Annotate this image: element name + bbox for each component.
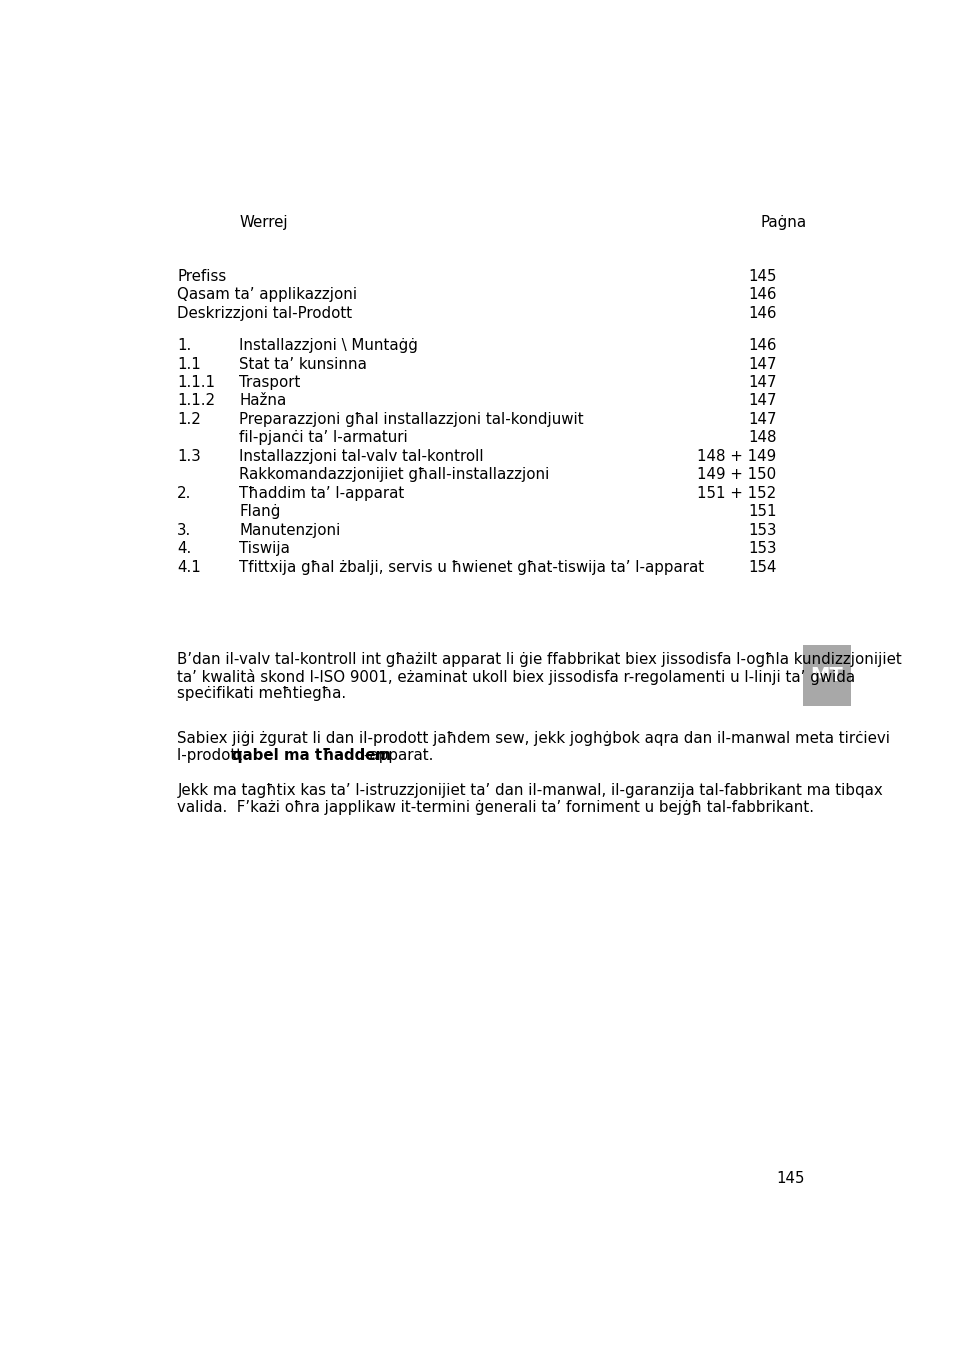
Text: 3.: 3. [177,523,192,538]
Text: Installazzjoni tal-valv tal-kontroll: Installazzjoni tal-valv tal-kontroll [239,450,483,464]
Text: Manutenzjoni: Manutenzjoni [239,523,340,538]
Bar [802,645,850,705]
Text: 146: 146 [747,287,776,302]
Text: B’dan il-valv tal-kontroll int għażilt apparat li ġie ffabbrikat biex jissodisfa: B’dan il-valv tal-kontroll int għażilt a… [177,653,902,668]
Text: Trasport: Trasport [239,375,300,390]
Text: l-apparat.: l-apparat. [355,747,433,762]
Text: Tħaddim ta’ l-apparat: Tħaddim ta’ l-apparat [239,486,404,501]
Text: 145: 145 [747,268,776,284]
Text: Preparazzjoni għal installazzjoni tal-kondjuwit: Preparazzjoni għal installazzjoni tal-ko… [239,412,583,427]
Text: Deskrizzjoni tal-Prodott: Deskrizzjoni tal-Prodott [177,306,352,321]
Text: Werrej: Werrej [239,215,288,230]
Text: speċifikati meħtiegħa.: speċifikati meħtiegħa. [177,686,346,701]
Text: MT: MT [810,666,842,685]
Text: 147: 147 [747,412,776,427]
Text: 2.: 2. [177,486,192,501]
Text: Sabiex jiġi żgurat li dan il-prodott jaħdem sew, jekk joghġbok aqra dan il-manwa: Sabiex jiġi żgurat li dan il-prodott jaħ… [177,731,889,746]
Text: 1.1.2: 1.1.2 [177,394,215,409]
Text: 145: 145 [776,1171,804,1186]
Text: Tiswija: Tiswija [239,542,290,556]
Text: Rakkomandazzjonijiet għall-installazzjoni: Rakkomandazzjonijiet għall-installazzjon… [239,467,549,482]
Text: 148: 148 [747,431,776,445]
Text: valida.  F’każi oħra japplikaw it-termini ġenerali ta’ forniment u bejġħ tal-fab: valida. F’każi oħra japplikaw it-termini… [177,800,814,815]
Text: 1.2: 1.2 [177,412,201,427]
Text: l-prodott: l-prodott [177,747,247,762]
Text: 147: 147 [747,394,776,409]
Text: 151 + 152: 151 + 152 [697,486,776,501]
Text: 147: 147 [747,356,776,371]
Text: Paġna: Paġna [760,215,806,230]
Text: Jekk ma tagħtix kas ta’ l-istruzzjonijiet ta’ dan il-manwal, il-garanzija tal-fa: Jekk ma tagħtix kas ta’ l-istruzzjonijie… [177,783,882,798]
Text: 1.3: 1.3 [177,450,201,464]
Text: Prefiss: Prefiss [177,268,227,284]
Text: 149 + 150: 149 + 150 [697,467,776,482]
Text: 153: 153 [747,542,776,556]
Text: Hažna: Hažna [239,394,286,409]
Text: 146: 146 [747,338,776,353]
Text: Flanġ: Flanġ [239,504,280,520]
Text: 1.1: 1.1 [177,356,201,371]
Text: 153: 153 [747,523,776,538]
Text: 1.: 1. [177,338,192,353]
Text: Stat ta’ kunsinna: Stat ta’ kunsinna [239,356,367,371]
Text: 146: 146 [747,306,776,321]
Text: 154: 154 [747,559,776,575]
Text: Installazzjoni \ Muntaġġ: Installazzjoni \ Muntaġġ [239,338,417,353]
Text: Tfittxija għal żbalji, servis u ħwienet għat-tiswija ta’ l-apparat: Tfittxija għal żbalji, servis u ħwienet … [239,559,703,575]
Text: 148 + 149: 148 + 149 [697,450,776,464]
Text: 151: 151 [747,504,776,520]
Text: 4.1: 4.1 [177,559,201,575]
Text: 4.: 4. [177,542,192,556]
Text: 147: 147 [747,375,776,390]
Text: Qasam ta’ applikazzjoni: Qasam ta’ applikazzjoni [177,287,357,302]
Text: ta’ kwalità skond l-ISO 9001, eżaminat ukoll biex jissodisfa r-regolamenti u l-: ta’ kwalità skond l-ISO 9001, eżaminat … [177,669,855,685]
Text: 1.1.1: 1.1.1 [177,375,215,390]
Text: qabel ma tħaddem: qabel ma tħaddem [232,747,390,762]
Text: fil-pjanċi ta’ l-armaturi: fil-pjanċi ta’ l-armaturi [239,431,408,445]
